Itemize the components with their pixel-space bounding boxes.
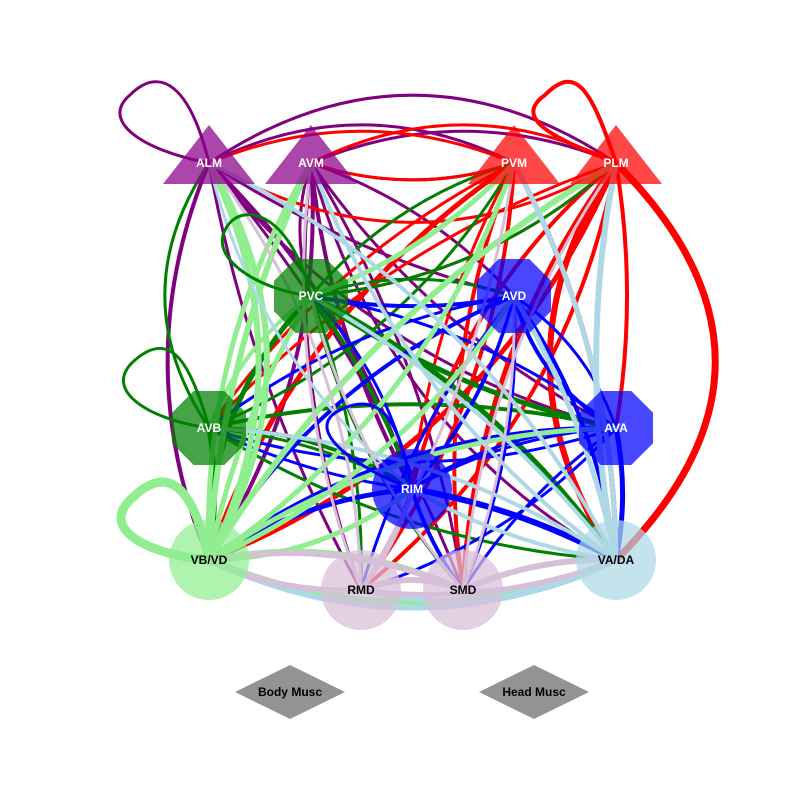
- edge-vbvd-avm: [206, 160, 314, 563]
- edge-plm-alm: [207, 161, 618, 224]
- node-shape-vada: [576, 520, 656, 600]
- edge-avb-pvm: [207, 161, 516, 430]
- edge-alm-smd: [207, 161, 465, 592]
- node-smd[interactable]: SMD: [423, 550, 503, 630]
- edge-smd-plm: [461, 161, 618, 592]
- edge-vada-plm: [593, 160, 619, 563]
- edge-vada-avm: [309, 161, 618, 562]
- node-ava[interactable]: AVA: [579, 391, 653, 465]
- node-vbvd[interactable]: VB/VD: [169, 520, 249, 600]
- node-rim[interactable]: RIM: [372, 449, 452, 529]
- edge-plm-ava: [614, 161, 630, 430]
- node-body[interactable]: Body Musc: [235, 665, 345, 719]
- self-loop-vbvd: [116, 477, 214, 565]
- node-shape-avd: [477, 259, 551, 333]
- node-shape-rim: [372, 449, 452, 529]
- node-avb[interactable]: AVB: [172, 391, 246, 465]
- nodes-layer: ALM AVM PVM PLM PVC AVD AVB AVA RIM VB/VD VA/DA RMD…: [163, 125, 662, 719]
- node-shape-smd: [423, 550, 503, 630]
- edges-layer: [116, 79, 719, 611]
- edge-alm-rim: [207, 161, 414, 491]
- node-label-plm: PLM: [603, 156, 628, 170]
- edge-vada-pvc: [309, 294, 618, 562]
- self-loop-avb: [121, 347, 211, 430]
- edge-avm-plm: [309, 129, 618, 165]
- node-label-ava: AVA: [604, 421, 628, 435]
- edge-smd-pvc: [309, 294, 465, 592]
- node-label-head: Head Musc: [502, 685, 566, 699]
- node-label-rmd: RMD: [347, 583, 375, 597]
- self-loop-plm: [531, 79, 618, 165]
- self-loop-pvc: [221, 213, 313, 298]
- edge-alm-vbvd: [206, 160, 262, 563]
- node-label-avb: AVB: [197, 421, 222, 435]
- edge-pvc-vada: [308, 293, 619, 563]
- edge-avb-alm: [163, 161, 211, 430]
- edge-pvm-alm: [207, 129, 516, 165]
- self-loop-rim: [325, 402, 414, 491]
- node-shape-plm: [570, 125, 662, 184]
- node-label-avd: AVD: [502, 289, 527, 303]
- node-label-pvm: PVM: [501, 156, 527, 170]
- node-shape-alm: [163, 125, 255, 184]
- node-shape-ava: [579, 391, 653, 465]
- node-rmd[interactable]: RMD: [321, 550, 401, 630]
- node-label-body: Body Musc: [258, 685, 322, 699]
- node-shape-pvc: [274, 259, 348, 333]
- edge-plm-smd: [460, 160, 619, 593]
- node-shape-avb: [172, 391, 246, 465]
- edge-vbvd-avd: [206, 293, 517, 563]
- edge-rmd-avm: [302, 161, 363, 592]
- node-head[interactable]: Head Musc: [479, 665, 589, 719]
- node-label-pvc: PVC: [299, 289, 324, 303]
- edge-pvm-avb: [207, 161, 516, 430]
- node-avd[interactable]: AVD: [477, 259, 551, 333]
- node-label-rim: RIM: [401, 482, 423, 496]
- node-label-avm: AVM: [298, 156, 324, 170]
- edge-alm-pvm: [207, 123, 516, 165]
- node-plm[interactable]: PLM: [570, 125, 662, 184]
- node-shape-pvm: [468, 125, 560, 184]
- node-shape-rmd: [321, 550, 401, 630]
- node-shape-head: [479, 665, 589, 719]
- edge-vada-alm: [207, 161, 618, 562]
- edge-avm-vbvd: [205, 160, 314, 563]
- edge-alm-plm: [207, 93, 618, 165]
- node-label-vada: VA/DA: [598, 553, 635, 567]
- edge-rmd-pvm: [359, 161, 516, 592]
- edge-vbvd-plm: [206, 160, 619, 563]
- node-shape-vbvd: [169, 520, 249, 600]
- edge-plm-rmd: [359, 161, 618, 592]
- node-pvc[interactable]: PVC: [274, 259, 348, 333]
- node-shape-avm: [265, 125, 357, 184]
- self-loop-alm: [118, 80, 211, 165]
- node-vada[interactable]: VA/DA: [576, 520, 656, 600]
- edge-vada-pvm: [511, 160, 619, 563]
- node-alm[interactable]: ALM: [163, 125, 255, 184]
- node-label-vbvd: VB/VD: [191, 553, 228, 567]
- node-label-smd: SMD: [450, 583, 477, 597]
- node-shape-body: [235, 665, 345, 719]
- node-pvm[interactable]: PVM: [468, 125, 560, 184]
- node-label-alm: ALM: [196, 156, 222, 170]
- edge-plm-vada: [612, 159, 719, 564]
- edge-avm-vada: [309, 161, 618, 562]
- node-avm[interactable]: AVM: [265, 125, 357, 184]
- edge-vbvd-pvm: [206, 160, 517, 563]
